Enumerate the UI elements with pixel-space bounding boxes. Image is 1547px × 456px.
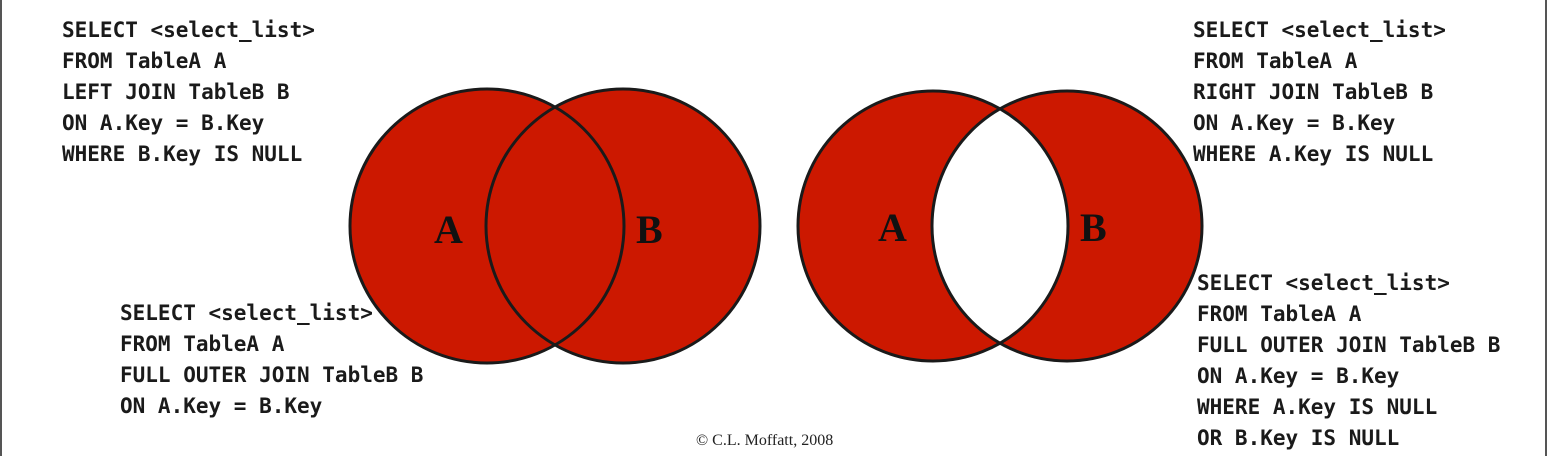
- sql-line: ON A.Key = B.Key: [62, 111, 265, 135]
- venn-full-outer-join: A B: [348, 87, 762, 365]
- right-frame-edge: [1545, 0, 1547, 456]
- sql-line: SELECT <select_list>: [1193, 18, 1446, 42]
- sql-line: SELECT <select_list>: [120, 301, 373, 325]
- copyright-notice: © C.L. Moffatt, 2008: [696, 432, 834, 449]
- left-frame-edge: [0, 0, 2, 456]
- full-outer-join-exclusive-query: SELECT <select_list> FROM TableA A FULL OU…: [1197, 268, 1500, 454]
- sql-line: FULL OUTER JOIN TableB B: [1197, 333, 1501, 357]
- right-join-query: SELECT <select_list> FROM TableA A RIGHT J…: [1193, 15, 1446, 170]
- sql-line: ON A.Key = B.Key: [1197, 364, 1400, 388]
- sql-line: FROM TableA A: [120, 332, 285, 356]
- venn-exclusive-circle-a-outline: [796, 89, 1070, 363]
- sql-line: FULL OUTER JOIN TableB B: [120, 363, 424, 387]
- venn-exclusive-label-a: A: [878, 205, 907, 250]
- sql-line: WHERE A.Key IS NULL: [1193, 142, 1434, 166]
- sql-line: FROM TableA A: [1193, 49, 1358, 73]
- left-join-query: SELECT <select_list> FROM TableA A LEFT JO…: [62, 15, 315, 170]
- sql-line: LEFT JOIN TableB B: [62, 80, 290, 104]
- venn-full-outer-join-exclusive: A B: [796, 89, 1204, 363]
- sql-line: SELECT <select_list>: [62, 18, 315, 42]
- sql-line: OR B.Key IS NULL: [1197, 426, 1400, 450]
- sql-line: ON A.Key = B.Key: [120, 394, 323, 418]
- sql-line: FROM TableA A: [1197, 302, 1362, 326]
- sql-line: WHERE A.Key IS NULL: [1197, 395, 1438, 419]
- venn-exclusive-label-b: B: [1080, 205, 1107, 250]
- venn-full-circle-a-outline: [348, 87, 626, 365]
- full-outer-join-query: SELECT <select_list> FROM TableA A FULL OU…: [120, 298, 423, 422]
- sql-line: SELECT <select_list>: [1197, 271, 1450, 295]
- sql-line: RIGHT JOIN TableB B: [1193, 80, 1434, 104]
- sql-line: ON A.Key = B.Key: [1193, 111, 1396, 135]
- sql-line: FROM TableA A: [62, 49, 227, 73]
- venn-full-label-b: B: [636, 207, 663, 252]
- venn-full-circle-b-outline: [484, 87, 762, 365]
- sql-line: WHERE B.Key IS NULL: [62, 142, 303, 166]
- venn-full-label-a: A: [434, 207, 463, 252]
- venn-exclusive-circle-b-outline: [930, 89, 1204, 363]
